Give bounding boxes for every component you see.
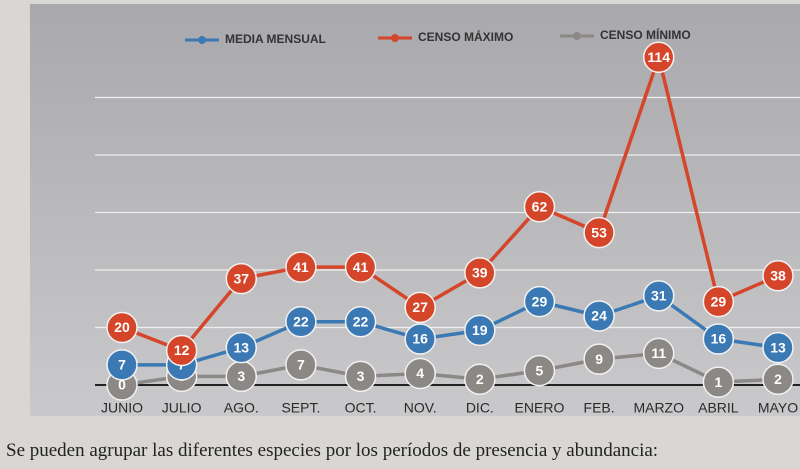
legend-label: CENSO MÍNIMO bbox=[600, 27, 691, 42]
data-label: 2 bbox=[774, 371, 782, 387]
x-tick-label: SEPT. bbox=[281, 400, 320, 416]
data-point bbox=[165, 334, 198, 367]
data-point bbox=[404, 291, 436, 324]
data-label: 38 bbox=[770, 267, 786, 283]
data-point bbox=[344, 251, 377, 283]
data-label: 7 bbox=[118, 357, 126, 373]
data-point bbox=[225, 331, 258, 364]
data-label: 39 bbox=[472, 265, 488, 281]
data-label: 11 bbox=[651, 345, 666, 361]
data-label: 0 bbox=[118, 377, 126, 393]
legend-label: CENSO MÁXIMO bbox=[418, 29, 513, 44]
data-point bbox=[762, 260, 794, 292]
data-point bbox=[285, 251, 317, 283]
x-tick-label: ENERO bbox=[515, 400, 565, 416]
x-tick-label: JUNIO bbox=[101, 400, 143, 416]
data-label: 62 bbox=[532, 198, 548, 214]
data-point bbox=[762, 363, 794, 395]
data-label: 31 bbox=[651, 288, 667, 304]
legend: MEDIA MENSUAL CENSO MÁXIMO CENSO MÍNIMO bbox=[185, 27, 691, 46]
data-label: 16 bbox=[711, 331, 727, 347]
x-tick-label: OCT. bbox=[345, 400, 377, 416]
data-point bbox=[583, 300, 615, 332]
data-point bbox=[464, 314, 496, 347]
data-point bbox=[642, 41, 675, 73]
data-label: 2 bbox=[476, 371, 484, 387]
data-label: 4 bbox=[416, 365, 424, 381]
data-point bbox=[464, 363, 496, 395]
data-point bbox=[404, 323, 436, 355]
data-point bbox=[106, 311, 138, 344]
data-point bbox=[642, 280, 675, 312]
data-label: 13 bbox=[233, 339, 249, 355]
data-label: 3 bbox=[357, 368, 365, 384]
data-point bbox=[344, 306, 377, 338]
plot-background bbox=[30, 4, 800, 416]
legend-label: MEDIA MENSUAL bbox=[225, 32, 326, 46]
data-label: 19 bbox=[472, 322, 488, 338]
data-label: 29 bbox=[711, 293, 727, 309]
data-point bbox=[523, 354, 556, 387]
data-label: 22 bbox=[353, 313, 369, 329]
data-label: 37 bbox=[233, 270, 249, 286]
legend-marker bbox=[391, 34, 399, 42]
data-point bbox=[762, 331, 794, 364]
data-label: 16 bbox=[412, 331, 428, 347]
data-label: 29 bbox=[532, 293, 548, 309]
data-label: 5 bbox=[536, 362, 544, 378]
data-point bbox=[106, 349, 138, 381]
data-label: 9 bbox=[595, 351, 603, 367]
data-label: 114 bbox=[647, 49, 670, 65]
data-point bbox=[523, 191, 556, 223]
x-tick-label: NOV. bbox=[404, 400, 437, 416]
data-point bbox=[523, 285, 556, 318]
legend-marker bbox=[198, 36, 206, 44]
data-label: 41 bbox=[293, 259, 309, 275]
x-tick-label: MAYO bbox=[758, 400, 798, 416]
data-label: 13 bbox=[770, 339, 786, 355]
data-point bbox=[285, 306, 317, 338]
x-tick-label: MARZO bbox=[633, 400, 684, 416]
chart: MEDIA MENSUAL CENSO MÁXIMO CENSO MÍNIMO JU… bbox=[30, 4, 800, 416]
data-point bbox=[702, 323, 735, 355]
x-tick-label: AGO. bbox=[224, 400, 259, 416]
data-label: 27 bbox=[412, 299, 428, 315]
data-label: 1 bbox=[714, 374, 722, 390]
data-label: 22 bbox=[293, 313, 309, 329]
caption: Se pueden agrupar las diferentes especie… bbox=[6, 440, 659, 461]
x-tick-label: ABRIL bbox=[698, 400, 739, 416]
data-point bbox=[583, 343, 615, 375]
x-tick-label: FEB. bbox=[584, 400, 615, 416]
x-tick-label: DIC. bbox=[466, 400, 494, 416]
data-point bbox=[404, 357, 436, 390]
x-tick-label: JULIO bbox=[162, 400, 202, 416]
data-point bbox=[702, 285, 735, 318]
data-point bbox=[464, 257, 496, 289]
data-label: 20 bbox=[114, 319, 130, 335]
data-label: 53 bbox=[591, 224, 607, 240]
data-label: 24 bbox=[591, 308, 607, 324]
data-point bbox=[642, 337, 675, 370]
data-point bbox=[285, 349, 317, 381]
data-point bbox=[702, 366, 735, 398]
data-label: 7 bbox=[297, 357, 305, 373]
data-point bbox=[583, 216, 615, 249]
data-label: 12 bbox=[174, 342, 190, 358]
data-label: 3 bbox=[237, 368, 245, 384]
legend-marker bbox=[573, 32, 581, 40]
data-label: 41 bbox=[353, 259, 369, 275]
data-point bbox=[225, 262, 258, 295]
data-point bbox=[344, 360, 377, 393]
